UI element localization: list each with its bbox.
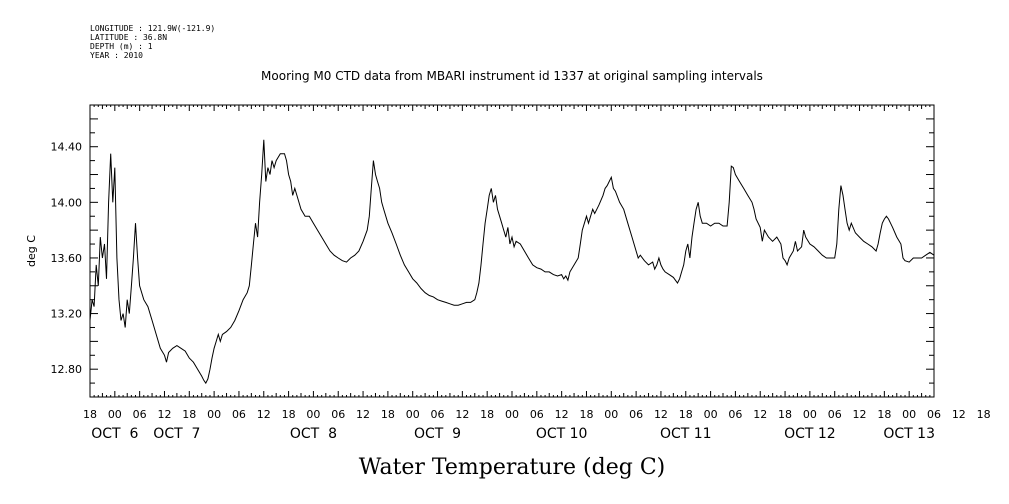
chart-title: Mooring M0 CTD data from MBARI instrumen… (261, 69, 763, 83)
x-tick-label: 06 (927, 408, 941, 421)
x-tick-label: 18 (381, 408, 395, 421)
x-tick-label: 12 (455, 408, 469, 421)
x-tick-label: 00 (505, 408, 519, 421)
x-tick-label: 18 (579, 408, 593, 421)
x-day-label: OCT 11 (660, 426, 712, 442)
x-tick-label: 06 (331, 408, 345, 421)
x-tick-label: 12 (654, 408, 668, 421)
x-tick-label: 00 (604, 408, 618, 421)
y-tick-label: 12.80 (51, 363, 83, 376)
x-tick-label: 06 (828, 408, 842, 421)
x-tick-label: 18 (877, 408, 891, 421)
x-tick-label: 12 (356, 408, 370, 421)
x-tick-label: 00 (108, 408, 122, 421)
x-day-label: OCT 8 (290, 426, 337, 442)
series-line-water-temperature (89, 139, 935, 385)
x-axis-day-labels: OCT 6 OCT 7 OCT 8 OCT 9 OCT 10 OCT 11 OCT 12 OC… (91, 426, 935, 442)
x-day-label: OCT 9 (414, 426, 461, 442)
x-tick-label: 00 (207, 408, 221, 421)
x-tick-label: 18 (83, 408, 97, 421)
x-tick-label: 18 (977, 408, 991, 421)
x-tick-label: 18 (282, 408, 296, 421)
x-tick-label: 12 (853, 408, 867, 421)
y-axis-tick-labels: 12.80 13.20 13.60 14.00 14.40 (51, 141, 83, 376)
x-tick-label: 12 (257, 408, 271, 421)
y-axis-label: deg C (25, 235, 38, 267)
x-tick-label: 06 (530, 408, 544, 421)
y-axis-ticks (90, 104, 934, 398)
x-axis-ticks (89, 105, 935, 397)
x-day-label: OCT 7 (153, 426, 200, 442)
x-tick-label: 18 (480, 408, 494, 421)
x-day-label: OCT 13 (883, 426, 935, 442)
y-tick-label: 13.20 (51, 308, 83, 321)
metadata-header: LONGITUDE : 121.9W(-121.9) LATITUDE : 36… (90, 24, 215, 60)
x-tick-label: 18 (182, 408, 196, 421)
x-tick-label: 12 (952, 408, 966, 421)
x-day-label: OCT 12 (784, 426, 836, 442)
x-tick-label: 12 (555, 408, 569, 421)
y-tick-label: 13.60 (51, 252, 83, 265)
x-tick-label: 06 (728, 408, 742, 421)
x-tick-label: 18 (679, 408, 693, 421)
x-axis-tick-labels: 18 00 06 12 18 00 06 12 18 00 06 12 18 00 06 12 18 00 06 12… (83, 408, 991, 421)
x-axis-title: Water Temperature (deg C) (359, 455, 666, 480)
x-tick-label: 00 (704, 408, 718, 421)
latitude-line: LATITUDE : 36.8N (90, 33, 167, 42)
plot-frame (89, 104, 935, 398)
x-tick-label: 00 (803, 408, 817, 421)
x-day-label: OCT 10 (536, 426, 588, 442)
y-tick-label: 14.40 (51, 141, 83, 154)
y-tick-label: 14.00 (51, 196, 83, 209)
x-tick-label: 06 (431, 408, 445, 421)
x-tick-label: 12 (753, 408, 767, 421)
year-line: YEAR : 2010 (90, 51, 143, 60)
x-tick-label: 06 (629, 408, 643, 421)
x-tick-label: 18 (778, 408, 792, 421)
x-tick-label: 00 (406, 408, 420, 421)
x-day-label: OCT 6 (91, 426, 138, 442)
x-tick-label: 00 (902, 408, 916, 421)
x-tick-label: 06 (232, 408, 246, 421)
longitude-line: LONGITUDE : 121.9W(-121.9) (90, 24, 215, 33)
x-tick-label: 12 (157, 408, 171, 421)
x-tick-label: 00 (306, 408, 320, 421)
depth-line: DEPTH (m) : 1 (90, 42, 153, 51)
x-tick-label: 06 (133, 408, 147, 421)
